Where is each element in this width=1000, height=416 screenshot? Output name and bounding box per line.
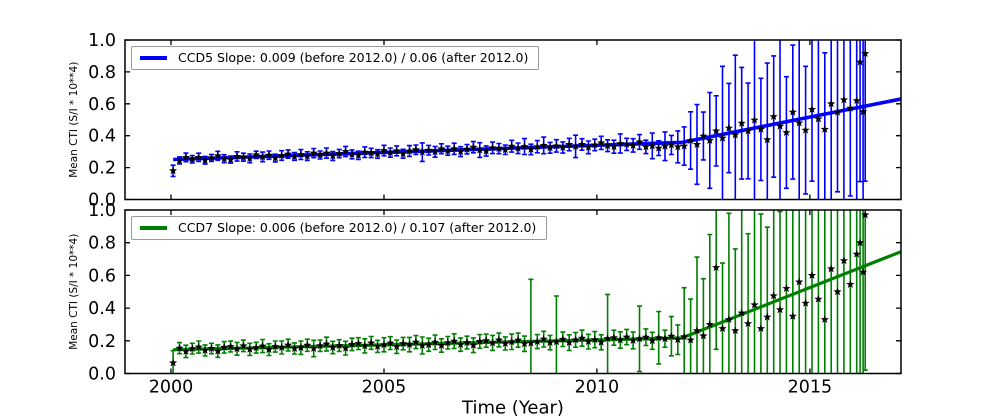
ccd7-ytick-label: 1.0 (88, 201, 116, 221)
legend-ccd7: CCD7 Slope: 0.006 (before 2012.0) / 0.10… (131, 216, 548, 240)
ccd7-tick-marks (125, 209, 901, 375)
ccd7-ytick-label: 0.0 (88, 365, 116, 385)
legend-line-swatch-ccd7 (140, 226, 167, 230)
legend-ccd5: CCD5 Slope: 0.009 (before 2012.0) / 0.06… (131, 46, 540, 70)
xtick-label: 2005 (362, 378, 407, 398)
ccd5-ytick-label: 0.4 (88, 127, 116, 147)
ccd7-y-axis-label: Mean CTI (S/I * 10**4) (68, 234, 80, 350)
xtick-label: 2000 (149, 378, 194, 398)
ccd5-tick-marks (125, 39, 901, 201)
ccd7-star-markers (169, 210, 870, 367)
ccd7-ytick-label: 0.2 (88, 332, 116, 352)
ccd5-star-markers (169, 49, 870, 175)
xtick-label: 2010 (575, 378, 620, 398)
ccd7-axes-frame (124, 209, 902, 375)
ccd5-plot-area (169, 40, 901, 200)
ccd7-plot-area (169, 210, 901, 374)
legend-label-ccd7: CCD7 Slope: 0.006 (before 2012.0) / 0.10… (178, 220, 537, 235)
ccd5-y-axis-label: Mean CTI (S/I * 10**4) (68, 62, 80, 178)
ccd5-axes-frame (124, 39, 902, 201)
ccd7-ytick-label: 0.6 (88, 266, 116, 286)
legend-label-ccd5: CCD5 Slope: 0.009 (before 2012.0) / 0.06… (178, 50, 529, 65)
ccd5-ytick-label: 0.6 (88, 95, 116, 115)
ccd5-ytick-label: 1.0 (88, 31, 116, 51)
ccd5-ytick-label: 0.8 (88, 63, 116, 83)
xtick-label: 2015 (788, 378, 833, 398)
x-axis-label: Time (Year) (461, 398, 564, 416)
ccd7-ytick-label: 0.4 (88, 299, 116, 319)
ccd7-ytick-label: 0.8 (88, 234, 116, 254)
legend-line-swatch-ccd5 (140, 56, 167, 60)
ccd5-ytick-label: 0.2 (88, 159, 116, 179)
ccd5-ytick-label: 0.0 (88, 191, 116, 211)
ccd5-error-bars (170, 40, 868, 200)
